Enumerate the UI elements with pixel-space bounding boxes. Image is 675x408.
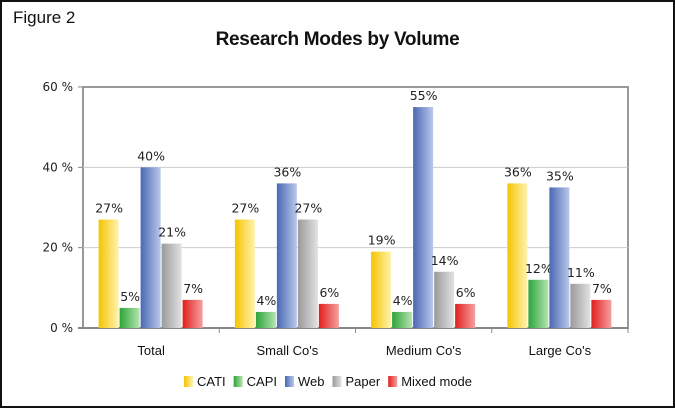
data-label: 35% [546, 168, 574, 183]
bar-web [413, 107, 434, 328]
data-label: 21% [158, 225, 186, 240]
legend-label: CAPI [247, 374, 277, 389]
data-label: 7% [592, 281, 612, 296]
data-label: 36% [273, 164, 301, 179]
data-label: 14% [431, 253, 459, 268]
bar-paper [161, 243, 182, 328]
legend-label: Mixed mode [401, 374, 472, 389]
y-tick-label: 20 % [43, 241, 74, 255]
bar-web [549, 187, 570, 328]
bar-web [140, 167, 161, 328]
category-label: Large Co's [529, 343, 592, 358]
legend-swatch [388, 376, 398, 387]
bar-paper [297, 219, 318, 328]
figure-label: Figure 2 [13, 8, 76, 27]
data-label: 6% [456, 285, 476, 300]
data-label: 7% [183, 281, 203, 296]
bar-cati [98, 219, 119, 328]
data-label: 11% [567, 265, 595, 280]
legend-label: Web [298, 374, 325, 389]
data-label: 5% [120, 289, 140, 304]
bar-mixed-mode [182, 299, 203, 328]
y-tick-label: 40 % [43, 160, 74, 174]
data-label: 27% [294, 201, 322, 216]
bar-paper [570, 283, 591, 328]
category-label: Total [137, 343, 165, 358]
data-label: 36% [504, 164, 532, 179]
bar-paper [434, 271, 455, 328]
data-label: 12% [525, 261, 553, 276]
bar-mixed-mode [455, 303, 476, 328]
bar-cati [234, 219, 255, 328]
bar-capi [255, 311, 276, 328]
bar-cati [507, 183, 528, 328]
legend-swatch [184, 376, 193, 387]
legend-swatch [233, 376, 243, 387]
bar-capi [528, 279, 549, 328]
chart-title: Research Modes by Volume [215, 29, 460, 50]
data-label: 27% [95, 201, 123, 216]
data-label: 4% [393, 293, 413, 308]
bar-capi [392, 311, 413, 328]
data-label: 40% [137, 148, 165, 163]
y-tick-label: 60 % [43, 80, 74, 94]
data-label: 19% [368, 233, 396, 248]
y-tick-label: 0 % [50, 321, 73, 335]
bar-capi [119, 307, 140, 328]
data-label: 6% [319, 285, 339, 300]
legend-label: Paper [346, 374, 381, 389]
data-label: 4% [256, 293, 276, 308]
category-label: Small Co's [257, 343, 319, 358]
category-label: Medium Co's [386, 343, 462, 358]
data-label: 55% [410, 88, 438, 103]
bar-web [276, 183, 297, 328]
bar-cati [371, 251, 392, 328]
bar-mixed-mode [318, 303, 339, 328]
legend-label: CATI [197, 374, 226, 389]
data-label: 27% [231, 201, 259, 216]
legend-swatch [285, 376, 294, 387]
bar-mixed-mode [591, 299, 612, 328]
legend-swatch [332, 376, 342, 387]
